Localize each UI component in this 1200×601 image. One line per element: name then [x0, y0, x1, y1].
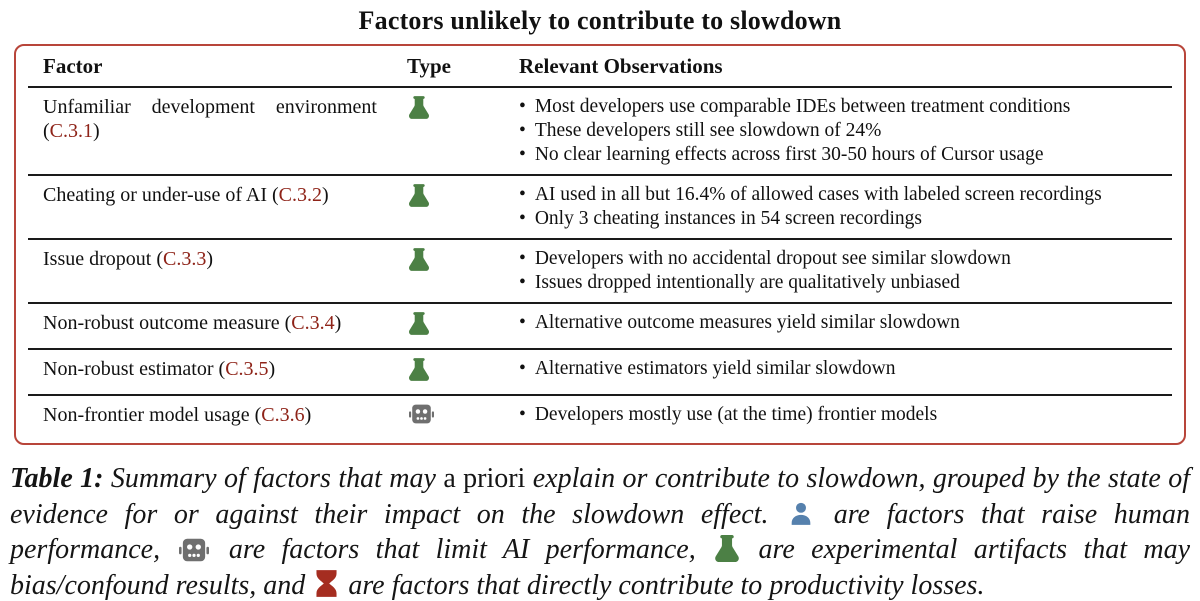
flask-icon: [715, 535, 739, 563]
table-row: Non-robust outcome measure (C.3.4) Alter…: [28, 303, 1172, 350]
section-ref-link[interactable]: C.3.4: [291, 312, 335, 334]
type-cell: [403, 395, 519, 437]
column-header-observations: Relevant Observations: [519, 49, 1172, 88]
caption-text: are experimental artifacts that may bias…: [10, 534, 1191, 601]
table-row: Cheating or under-use of AI (C.3.2) AI u…: [28, 175, 1172, 240]
factors-table-frame: Factor Type Relevant Observations Unfami…: [14, 44, 1186, 445]
observation-item: AI used in all but 16.4% of allowed case…: [519, 183, 1172, 207]
robot-icon: [409, 404, 434, 424]
observations-cell: Most developers use comparable IDEs betw…: [519, 87, 1172, 176]
caption-text: are factors that limit AI performance,: [228, 534, 696, 566]
factor-text-suffix: ): [268, 358, 276, 380]
table-caption: Table 1: Summary of factors that may a p…: [10, 461, 1190, 601]
observation-item: Developers with no accidental dropout se…: [519, 247, 1172, 271]
observations-cell: AI used in all but 16.4% of allowed case…: [519, 175, 1172, 240]
table-row: Non-robust estimator (C.3.5) Alternative…: [28, 349, 1172, 396]
figure-title: Factors unlikely to contribute to slowdo…: [358, 6, 842, 35]
flask-icon: [409, 248, 429, 271]
type-cell: [403, 303, 519, 350]
factor-cell: Cheating or under-use of AI (C.3.2): [28, 175, 403, 240]
factor-text: Non-robust estimator (: [43, 358, 226, 380]
caption-label: Table 1:: [10, 463, 104, 494]
factor-text: Non-robust outcome measure (: [43, 312, 292, 334]
flask-icon: [409, 96, 429, 119]
type-cell: [403, 349, 519, 396]
section-ref-link[interactable]: C.3.5: [225, 358, 269, 380]
observation-item: Only 3 cheating instances in 54 screen r…: [519, 207, 1172, 231]
type-cell: [403, 87, 519, 176]
observation-item: These developers still see slowdown of 2…: [519, 119, 1172, 143]
section-ref-link[interactable]: C.3.2: [278, 184, 322, 206]
observation-item: Issues dropped intentionally are qualita…: [519, 271, 1172, 295]
robot-icon: [179, 538, 210, 562]
caption-text: are factors that raise human performance…: [10, 498, 1191, 566]
observation-item: Alternative estimators yield similar slo…: [519, 357, 1172, 381]
hourglass-icon: [316, 569, 337, 597]
type-cell: [403, 239, 519, 304]
caption-text-roman: a priori: [443, 463, 526, 494]
type-cell: [403, 175, 519, 240]
factor-cell: Unfamiliar development environment (C.3.…: [28, 87, 403, 176]
column-header-type: Type: [403, 49, 519, 88]
section-ref-link[interactable]: C.3.3: [162, 248, 207, 270]
observations-cell: Developers mostly use (at the time) fron…: [519, 395, 1172, 437]
flask-icon: [409, 184, 429, 207]
observations-cell: Alternative outcome measures yield simil…: [519, 303, 1172, 350]
observation-item: No clear learning effects across first 3…: [519, 143, 1172, 167]
flask-icon: [409, 312, 429, 335]
caption-text: Summary of factors that may: [110, 463, 436, 494]
observation-item: Developers mostly use (at the time) fron…: [519, 403, 1172, 427]
factors-table: Factor Type Relevant Observations Unfami…: [28, 49, 1172, 437]
factor-cell: Issue dropout (C.3.3): [28, 239, 403, 304]
person-icon: [791, 502, 811, 525]
factor-text: Issue dropout (: [43, 248, 163, 270]
factor-cell: Non-robust outcome measure (C.3.4): [28, 303, 403, 350]
observations-cell: Alternative estimators yield similar slo…: [519, 349, 1172, 396]
header-row: Factor Type Relevant Observations: [28, 49, 1172, 88]
flask-icon: [409, 358, 429, 381]
section-ref-link[interactable]: C.3.1: [49, 120, 94, 142]
factor-text-suffix: ): [334, 312, 342, 334]
factor-cell: Non-robust estimator (C.3.5): [28, 349, 403, 396]
table-row: Issue dropout (C.3.3) Developers with no…: [28, 239, 1172, 304]
factor-text-suffix: ): [304, 404, 312, 426]
observation-item: Most developers use comparable IDEs betw…: [519, 95, 1172, 119]
factor-text: Non-frontier model usage (: [43, 404, 262, 426]
table-row: Non-frontier model usage (C.3.6) Develop…: [28, 395, 1172, 437]
column-header-factor: Factor: [28, 49, 403, 88]
caption-text: explain or contribute to slowdown, group…: [10, 463, 1191, 530]
factor-text-suffix: ): [322, 184, 329, 206]
observations-cell: Developers with no accidental dropout se…: [519, 239, 1172, 304]
factor-text: Cheating or under-use of AI (: [43, 184, 279, 206]
factor-text-suffix: ): [206, 248, 213, 270]
observation-item: Alternative outcome measures yield simil…: [519, 311, 1172, 335]
caption-text: are factors that directly contribute to …: [348, 569, 985, 601]
factor-text: Unfamiliar development environment (: [43, 96, 377, 142]
section-ref-link[interactable]: C.3.6: [261, 404, 305, 426]
factor-text-suffix: ): [93, 120, 100, 142]
table-row: Unfamiliar development environment (C.3.…: [28, 87, 1172, 176]
factor-cell: Non-frontier model usage (C.3.6): [28, 395, 403, 437]
